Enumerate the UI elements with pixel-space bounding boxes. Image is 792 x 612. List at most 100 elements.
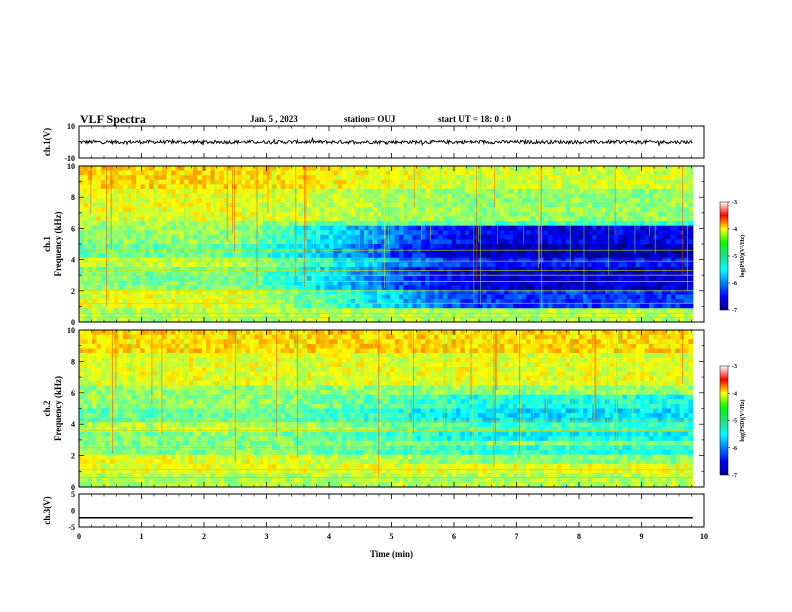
- spectro-cell: [451, 188, 457, 195]
- spectro-cell: [495, 299, 501, 305]
- spectro-cell: [149, 166, 155, 172]
- spectro-cell: [315, 230, 321, 236]
- spectro-cell: [276, 198, 282, 204]
- spectro-cell: [285, 257, 291, 263]
- spectro-cell: [626, 225, 632, 231]
- spectro-cell: [245, 285, 251, 291]
- spectro-cell: [350, 225, 356, 231]
- spectro-cell: [552, 184, 558, 190]
- spectro-cell: [679, 184, 685, 190]
- spectro-cell: [596, 221, 602, 227]
- spectro-cell: [219, 271, 225, 277]
- spectro-cell: [320, 221, 326, 227]
- spectro-cell: [337, 202, 343, 208]
- spectro-cell: [359, 317, 365, 323]
- spectro-cell: [109, 166, 115, 172]
- spectro-cell: [236, 175, 242, 181]
- spectro-cell: [675, 221, 681, 227]
- spectro-cell: [149, 175, 155, 181]
- spectro-cell: [342, 166, 348, 172]
- spectro-cell: [442, 234, 448, 241]
- spectro-cell: [171, 248, 177, 254]
- spectro-cell: [236, 230, 242, 236]
- spectro-cell: [631, 230, 637, 236]
- spectro-cell: [394, 248, 400, 254]
- spectro-cell: [390, 257, 396, 263]
- spectro-cell: [100, 276, 106, 282]
- spectro-cell: [631, 317, 637, 323]
- spectro-cell: [666, 234, 672, 241]
- spectro-cell: [289, 280, 295, 286]
- spectro-cell: [648, 166, 654, 172]
- spectro-cell: [587, 166, 593, 172]
- spectro-cell: [438, 317, 444, 323]
- spectro-cell: [434, 170, 440, 176]
- spectro-cell: [543, 253, 549, 259]
- spectro-cell: [570, 276, 575, 282]
- spectro-cell: [657, 225, 663, 231]
- spectro-cell: [534, 221, 540, 227]
- spectro-cell: [552, 271, 558, 277]
- spectro-cell: [618, 253, 624, 259]
- spectro-cell: [328, 175, 334, 181]
- spectro-cell: [79, 257, 84, 263]
- spectro-cell: [206, 198, 212, 204]
- spectro-cell: [166, 308, 172, 314]
- spectro-cell: [206, 303, 212, 309]
- spectro-cell: [179, 211, 185, 218]
- spectro-cell: [245, 248, 251, 254]
- spectro-cell: [219, 248, 225, 254]
- spectro-cell: [591, 253, 597, 259]
- spectro-cell: [434, 262, 440, 268]
- spectro-cell: [298, 280, 304, 286]
- spectro-cell: [565, 266, 571, 273]
- spectro-cell: [517, 166, 523, 172]
- spectro-cell: [144, 230, 150, 236]
- spectro-cell: [591, 225, 597, 231]
- spectro-cell: [662, 257, 668, 263]
- spectro-cell: [337, 193, 343, 199]
- spectro-cell: [495, 271, 501, 277]
- spectro-cell: [561, 312, 567, 319]
- spectro-cell: [517, 170, 523, 176]
- spectro-cell: [175, 175, 181, 181]
- spectro-cell: [495, 317, 501, 323]
- spectro-cell: [491, 317, 497, 323]
- spectro-cell: [447, 271, 453, 277]
- spectro-cell: [631, 276, 637, 282]
- spectro-cell: [122, 299, 128, 305]
- spectro-cell: [79, 202, 84, 208]
- spectro-cell: [258, 188, 264, 195]
- spectro-cell: [657, 221, 663, 227]
- spectro-cell: [495, 207, 501, 213]
- spectro-cell: [105, 175, 111, 181]
- spectro-cell: [513, 294, 518, 300]
- spectro-cell: [83, 276, 89, 282]
- spectro-cell: [644, 166, 650, 172]
- spectro-cell: [543, 179, 549, 185]
- spectro-cell: [166, 202, 172, 208]
- spectro-cell: [92, 225, 98, 231]
- spectro-cell: [561, 294, 567, 300]
- spectro-cell: [600, 276, 606, 282]
- spectro-cell: [315, 303, 321, 309]
- spectro-cell: [618, 317, 624, 323]
- spectro-cell: [228, 211, 234, 218]
- spectro-cell: [228, 312, 234, 319]
- spectro-cell: [420, 166, 426, 172]
- spectro-cell: [456, 202, 461, 208]
- spectro-cell: [350, 221, 356, 227]
- spectro-cell: [403, 234, 409, 241]
- spectro-cell: [179, 244, 185, 250]
- spectro-cell: [127, 299, 133, 305]
- spectro-cell: [587, 271, 593, 277]
- spectro-cell: [683, 216, 689, 222]
- spectro-cell: [640, 170, 646, 176]
- spectro-cell: [403, 230, 409, 236]
- spectro-cell: [328, 166, 334, 172]
- spectro-cell: [403, 317, 409, 323]
- spectro-cell: [214, 289, 220, 296]
- spectro-cell: [206, 234, 212, 241]
- spectro-cell: [648, 221, 654, 227]
- spectro-cell: [280, 308, 286, 314]
